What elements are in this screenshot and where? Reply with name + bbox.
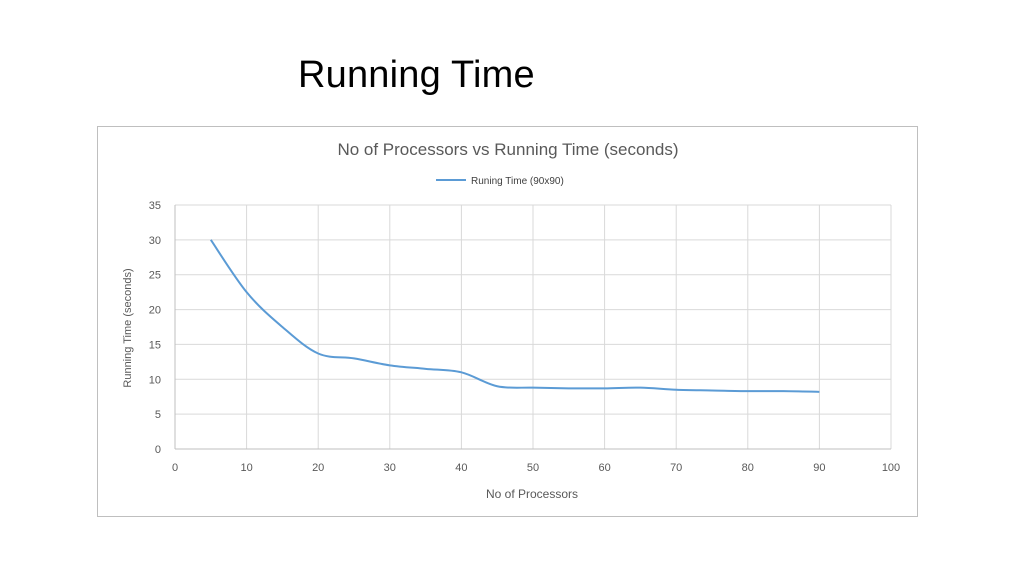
chart-axes — [174, 205, 891, 450]
y-tick-label: 5 — [155, 409, 161, 421]
series-line — [209, 239, 820, 393]
x-tick-label: 50 — [527, 462, 539, 474]
y-tick-label: 0 — [155, 444, 161, 456]
x-tick-label: 60 — [598, 462, 610, 474]
y-tick-label: 35 — [149, 200, 161, 212]
x-tick-label: 30 — [384, 462, 396, 474]
y-tick-label: 25 — [149, 270, 161, 282]
x-tick-labels: 0 10 20 30 40 50 60 70 80 90 100 — [172, 462, 900, 474]
x-tick-label: 0 — [172, 462, 178, 474]
y-tick-label: 15 — [149, 339, 161, 351]
chart-grid — [175, 204, 892, 449]
y-axis-label: Running Time (seconds) — [122, 268, 134, 387]
x-tick-label: 90 — [813, 462, 825, 474]
x-tick-label: 40 — [455, 462, 467, 474]
x-tick-label: 20 — [312, 462, 324, 474]
series-lines — [209, 239, 820, 393]
line-chart: No of Processors vs Running Time (second… — [122, 140, 900, 501]
chart-title: No of Processors vs Running Time (second… — [337, 140, 678, 159]
legend-label: Runing Time (90x90) — [471, 176, 564, 187]
x-tick-label: 70 — [670, 462, 682, 474]
x-axis-label: No of Processors — [486, 487, 578, 501]
y-tick-label: 20 — [149, 305, 161, 317]
slide-title: Running Time — [298, 54, 535, 96]
chart-frame: No of Processors vs Running Time (second… — [97, 126, 918, 517]
chart-legend: Runing Time (90x90) — [436, 176, 564, 187]
y-tick-label: 30 — [149, 235, 161, 247]
x-tick-label: 100 — [882, 462, 900, 474]
x-tick-label: 80 — [742, 462, 754, 474]
y-tick-labels: 0 5 10 15 20 25 30 35 — [149, 200, 161, 456]
x-tick-label: 10 — [240, 462, 252, 474]
y-tick-label: 10 — [149, 374, 161, 386]
